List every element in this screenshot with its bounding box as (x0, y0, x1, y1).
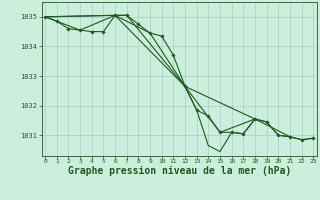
X-axis label: Graphe pression niveau de la mer (hPa): Graphe pression niveau de la mer (hPa) (68, 166, 291, 176)
